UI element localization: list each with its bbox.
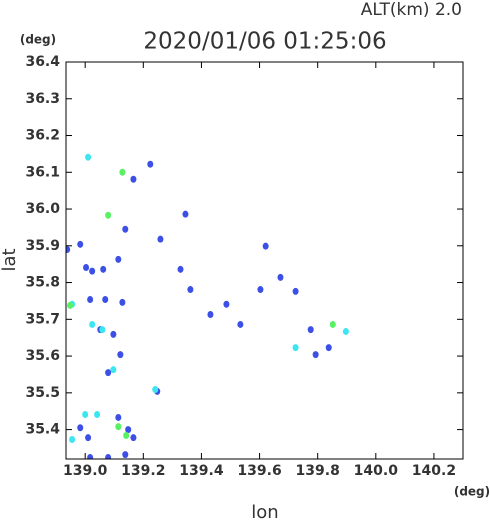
echo-point xyxy=(85,153,92,161)
echo-point xyxy=(105,211,112,219)
x-tick-label: 140.2 xyxy=(412,463,456,479)
echo-point xyxy=(66,245,71,253)
echo-point xyxy=(342,327,349,335)
echo-point xyxy=(115,255,122,263)
y-unit: (deg) xyxy=(20,33,56,47)
y-tick-label: 35.9 xyxy=(25,238,60,254)
echo-point xyxy=(87,295,94,303)
y-tick-label: 35.6 xyxy=(25,348,60,364)
y-tick-label: 36.3 xyxy=(25,91,60,107)
echo-point xyxy=(307,326,314,334)
echo-point xyxy=(292,287,299,295)
echo-point xyxy=(237,320,244,328)
y-tick-label: 36.1 xyxy=(25,164,60,180)
echo-point xyxy=(329,320,336,328)
x-tick-label: 139.2 xyxy=(121,463,165,479)
echo-point xyxy=(207,311,214,319)
y-tick-label: 36.4 xyxy=(25,54,60,70)
echo-point xyxy=(89,267,96,275)
echo-point xyxy=(312,351,319,359)
echo-point xyxy=(292,344,299,352)
echo-point xyxy=(89,320,96,328)
echo-point xyxy=(223,300,230,308)
echo-point xyxy=(67,301,74,309)
altitude-label: ALT(km) 2.0 xyxy=(361,0,462,20)
y-tick-label: 36.2 xyxy=(25,128,60,144)
echo-point xyxy=(87,454,94,459)
echo-point xyxy=(100,265,107,273)
echo-point xyxy=(110,366,117,374)
x-unit: (deg) xyxy=(454,485,490,499)
x-tick-label: 139.8 xyxy=(296,463,340,479)
y-tick-label: 35.4 xyxy=(25,422,60,438)
x-tick-label: 139.0 xyxy=(63,463,108,479)
echo-point xyxy=(130,434,137,442)
echo-point xyxy=(147,160,154,168)
echo-point xyxy=(82,411,89,419)
x-tick-label: 139.4 xyxy=(179,463,224,479)
echo-point xyxy=(85,434,92,442)
echo-point xyxy=(130,175,137,183)
echo-point xyxy=(122,225,129,233)
x-tick-label: 139.6 xyxy=(237,463,281,479)
echo-point xyxy=(119,298,126,306)
echo-point xyxy=(94,411,101,419)
echo-point xyxy=(182,210,189,218)
chart-title: 2020/01/06 01:25:06 xyxy=(143,29,386,55)
echo-point xyxy=(262,242,269,250)
echo-point xyxy=(177,265,184,273)
echo-point xyxy=(105,454,112,459)
plot-area xyxy=(66,153,349,459)
echo-point xyxy=(115,423,122,431)
echo-point xyxy=(187,286,194,294)
echo-point xyxy=(325,344,332,352)
echo-point xyxy=(69,436,76,444)
echo-point xyxy=(77,424,84,432)
echo-point xyxy=(122,451,129,459)
echo-point xyxy=(125,426,132,434)
echo-point xyxy=(117,351,124,359)
y-tick-label: 35.8 xyxy=(25,275,60,291)
x-axis-label: lon xyxy=(251,502,278,521)
y-tick-label: 35.5 xyxy=(25,385,60,401)
y-tick-label: 35.7 xyxy=(25,311,60,327)
echo-point xyxy=(77,240,84,248)
echo-point xyxy=(102,295,109,303)
echo-point xyxy=(119,168,126,176)
y-tick-label: 36.0 xyxy=(25,201,60,217)
y-axis-label: lat xyxy=(0,248,20,271)
echo-point xyxy=(123,431,130,439)
echo-point xyxy=(157,235,164,243)
echo-point xyxy=(115,413,122,421)
echo-point xyxy=(110,330,117,338)
plot-frame xyxy=(65,61,464,460)
echo-point xyxy=(277,273,284,281)
x-tick-label: 140.0 xyxy=(354,463,399,479)
echo-point xyxy=(152,386,159,394)
echo-point xyxy=(257,286,264,294)
echo-point xyxy=(99,326,106,334)
echo-point xyxy=(105,369,112,377)
echo-point xyxy=(83,263,90,271)
